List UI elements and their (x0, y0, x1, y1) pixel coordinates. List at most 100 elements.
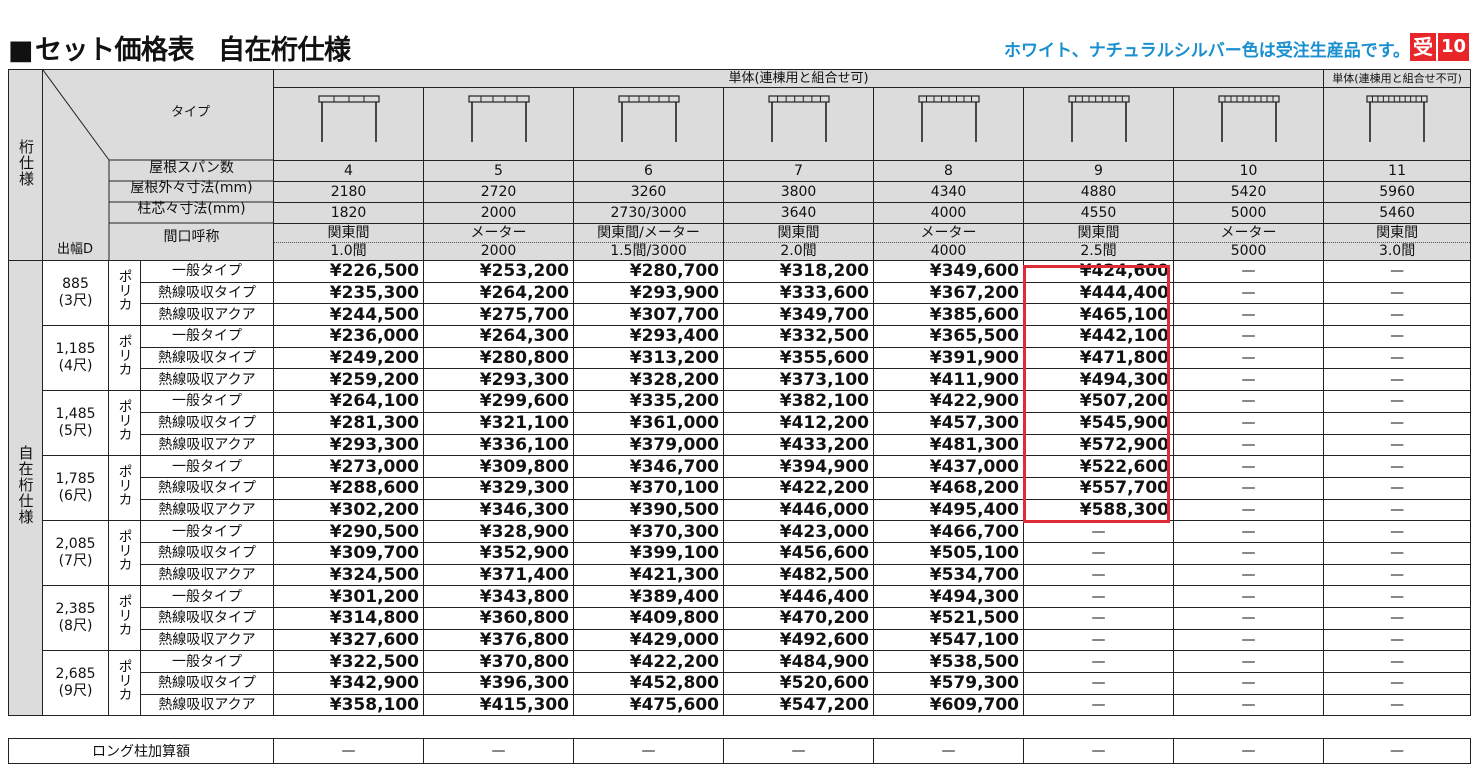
price-cell: ¥391,900 (873, 346, 1025, 370)
type-name: 熱線吸収タイプ (139, 672, 275, 695)
long-pillar-value: — (873, 738, 1024, 764)
price-dash: — (1173, 541, 1325, 565)
price-cell: ¥437,000 (873, 455, 1025, 478)
span-row-cell: 4 (273, 160, 425, 182)
price-dash: — (1323, 672, 1472, 695)
pillar-size-row-cell: 4000 (873, 202, 1025, 224)
price-cell: ¥433,200 (723, 433, 875, 457)
price-cell: ¥343,800 (423, 585, 575, 608)
price-row: 熱線吸収タイプ ¥314,800 ¥360,800 ¥409,800 ¥470,200 ¥… (9, 607, 1472, 630)
price-cell: ¥557,700 (1023, 476, 1175, 500)
price-cell: ¥481,300 (873, 433, 1025, 457)
price-dash: — (1023, 563, 1175, 587)
depth-value: 885 (62, 276, 89, 293)
frontage-bottom: 2000 (424, 241, 573, 260)
price-dash: — (1173, 520, 1325, 543)
left-label-bottom-text: 自在桁仕様 (16, 445, 35, 526)
type-name: 熱線吸収タイプ (139, 476, 275, 500)
price-cell: ¥328,200 (573, 368, 725, 392)
material-text: ポリカ (116, 334, 133, 377)
price-cell: ¥422,900 (873, 390, 1025, 413)
left-label-bottom: 自在桁仕様 (8, 259, 43, 717)
diagonal-header: 出幅D タイプ 屋根スパン数 屋根外々寸法(mm) 柱芯々寸法(mm) 間口呼称 (41, 69, 275, 261)
price-cell: ¥412,200 (723, 411, 875, 435)
price-cell: ¥309,800 (423, 455, 575, 478)
price-dash: — (1323, 455, 1472, 478)
long-pillar-table: ロング柱加算額 — — — — — — — — (8, 738, 1471, 764)
price-row: 熱線吸収アクア ¥244,500 ¥275,700 ¥307,700 ¥349,700 ¥… (9, 303, 1472, 327)
price-cell: ¥547,200 (723, 693, 875, 717)
price-cell: ¥379,000 (573, 433, 725, 457)
price-cell: ¥264,100 (273, 390, 425, 413)
price-dash: — (1023, 585, 1175, 608)
price-cell: ¥373,100 (723, 368, 875, 392)
price-cell: ¥422,200 (573, 650, 725, 674)
type-name: 一般タイプ (139, 325, 275, 348)
price-cell: ¥495,400 (873, 498, 1025, 522)
frontage-cell: メーター 4000 (873, 223, 1025, 261)
price-dash: — (1173, 498, 1325, 522)
depth-cell: 885 (3尺) (42, 259, 109, 327)
price-cell: ¥302,200 (273, 498, 425, 522)
depth-shaku: (4尺) (58, 358, 93, 375)
frontage-bottom: 2.0間 (724, 241, 873, 260)
type-name: 熱線吸収アクア (139, 693, 275, 717)
type-name: 熱線吸収アクア (139, 368, 275, 392)
diagonal-line (43, 70, 273, 260)
price-cell: ¥423,000 (723, 520, 875, 543)
type-icon-row (9, 87, 1472, 161)
depth-shaku: (9尺) (58, 683, 93, 700)
material-text: ポリカ (116, 464, 133, 507)
pillar-size-row-cell: 2730/3000 (573, 202, 725, 224)
price-dash: — (1323, 520, 1472, 543)
price-cell: ¥358,100 (273, 693, 425, 717)
price-cell: ¥318,200 (723, 260, 875, 283)
price-cell: ¥371,400 (423, 563, 575, 587)
price-cell: ¥389,400 (573, 585, 725, 608)
price-dash: — (1323, 476, 1472, 500)
price-cell: ¥421,300 (573, 563, 725, 587)
price-cell: ¥226,500 (273, 260, 425, 283)
price-cell: ¥385,600 (873, 303, 1025, 327)
type-name: 熱線吸収タイプ (139, 607, 275, 630)
material-cell: ポリカ (108, 585, 141, 652)
price-cell: ¥444,400 (1023, 281, 1175, 305)
material-text: ポリカ (116, 594, 133, 637)
type-icon-cell (723, 87, 875, 161)
price-cell: ¥507,200 (1023, 390, 1175, 413)
price-dash: — (1323, 260, 1472, 283)
price-dash: — (1323, 325, 1472, 348)
price-row: 熱線吸収タイプ ¥235,300 ¥264,200 ¥293,900 ¥333,600 ¥… (9, 281, 1472, 305)
type-name: 熱線吸収タイプ (139, 346, 275, 370)
type-icon-cell (873, 87, 1025, 161)
price-cell: ¥484,900 (723, 650, 875, 674)
price-cell: ¥349,600 (873, 260, 1025, 283)
long-pillar-label: ロング柱加算額 (8, 738, 274, 764)
depth-shaku: (5尺) (58, 423, 93, 440)
type-name: 熱線吸収アクア (139, 303, 275, 327)
price-cell: ¥579,300 (873, 672, 1025, 695)
price-cell: ¥322,500 (273, 650, 425, 674)
price-dash: — (1173, 628, 1325, 652)
price-cell: ¥313,200 (573, 346, 725, 370)
type-name: 熱線吸収アクア (139, 563, 275, 587)
price-dash: — (1173, 411, 1325, 435)
depth-value: 1,185 (55, 341, 96, 358)
outer-size-row-cell: 2180 (273, 181, 425, 203)
price-dash: — (1173, 650, 1325, 674)
depth-value: 1,485 (55, 406, 96, 423)
price-cell: ¥253,200 (423, 260, 575, 283)
depth-cell: 1,785 (6尺) (42, 455, 109, 522)
group-header-row: 桁仕様 出幅D タイプ 屋根スパン数 屋根外々寸法(mm) 柱芯々寸法(mm) 間口呼称 単体… (8, 69, 1472, 261)
price-cell: ¥346,300 (423, 498, 575, 522)
price-cell: ¥314,800 (273, 607, 425, 630)
price-cell: ¥470,200 (723, 607, 875, 630)
price-dash: — (1323, 498, 1472, 522)
frontage-row: 関東間 1.0間 メーター 2000 関東間/メーター 1.5間/3000 関東間 2.0間メ… (9, 223, 1472, 261)
group-single-nocombine: 単体(連棟用と組合せ不可) (1323, 69, 1472, 88)
price-row: 熱線吸収タイプ ¥249,200 ¥280,800 ¥313,200 ¥355,600 ¥… (9, 346, 1472, 370)
price-dash: — (1023, 541, 1175, 565)
type-label: タイプ (171, 105, 211, 120)
price-cell: ¥465,100 (1023, 303, 1175, 327)
depth-value: 1,785 (55, 471, 96, 488)
